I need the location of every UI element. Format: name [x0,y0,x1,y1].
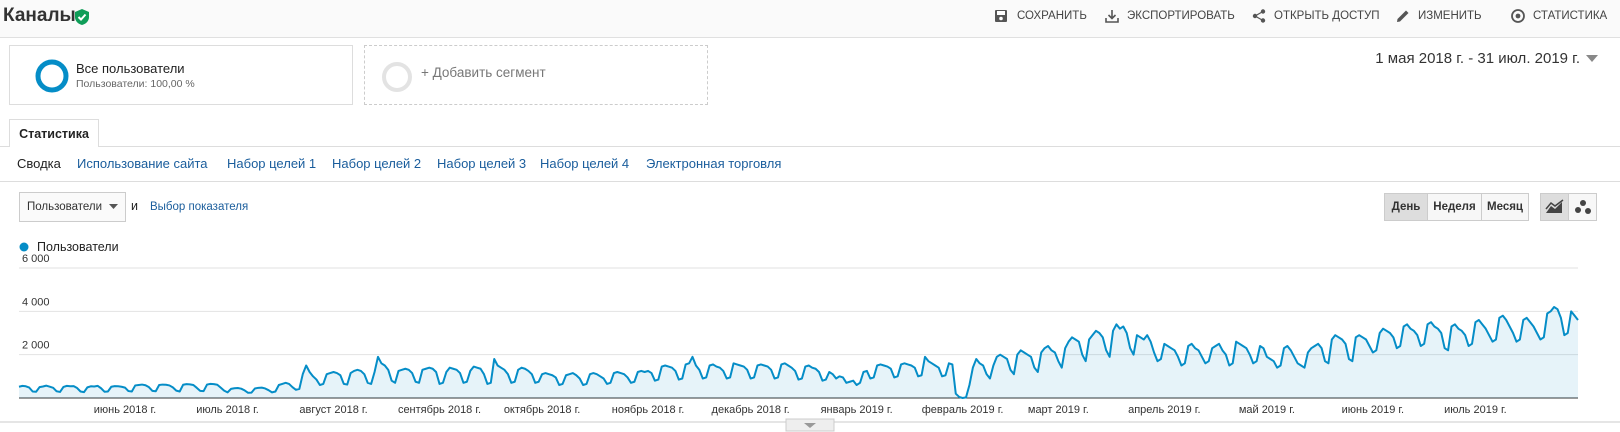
edit-action[interactable]: ИЗМЕНИТЬ [1418,10,1482,22]
subnav-item[interactable]: Набор целей 2 [332,156,422,171]
metric-dropdown[interactable] [19,192,126,222]
tab-divider [0,146,1620,147]
x-tick-label: июль 2018 г. [196,404,259,416]
legend-marker [19,242,29,252]
metric-label[interactable]: Пользователи [27,201,103,213]
x-tick-label: апрель 2019 г. [1128,404,1200,416]
metric-arrow[interactable] [109,204,118,210]
line [18,306,1579,399]
x-tick-label: ноябрь 2018 г. [612,404,685,416]
verified-badge [75,9,89,25]
add-segment-ring [382,62,412,92]
subnav-item[interactable]: Электронная торговля [646,156,782,171]
export-action[interactable]: ЭКСПОРТИРОВАТЬ [1127,10,1235,22]
share-action[interactable]: ОТКРЫТЬ ДОСТУП [1274,10,1380,22]
segment-title: Все пользователи [76,61,185,76]
motion-chart-toggle[interactable] [1568,193,1597,221]
subnav-item[interactable]: Набор целей 4 [540,156,630,171]
conjunction: и [131,199,138,213]
x-tick-label: июль 2019 г. [1444,404,1507,416]
x-tick-label: октябрь 2018 г. [504,404,581,416]
export-icon[interactable] [1104,8,1120,24]
chart-resize-arrow[interactable] [804,423,816,428]
add-segment-card[interactable] [364,45,708,105]
period-button[interactable]: Неделя [1427,193,1482,221]
motion-chart-icon[interactable] [1573,199,1593,215]
x-tick-label: февраль 2019 г. [922,404,1004,416]
segment-subtitle: Пользователи: 100,00 % [76,78,195,90]
insights-action[interactable]: СТАТИСТИКА [1533,10,1608,22]
y-tick-label: 4 000 [22,296,50,308]
x-tick-label: май 2019 г. [1239,404,1295,416]
line-chart-toggle[interactable] [1540,193,1569,221]
line-chart-icon[interactable] [1545,199,1565,215]
area [19,307,1578,398]
metric-picker[interactable]: Выбор показателя [150,201,249,213]
top-bar [0,0,1620,38]
subnav-item[interactable]: Набор целей 3 [437,156,527,171]
date-range[interactable]: 1 мая 2018 г. - 31 июл. 2019 г. [1375,50,1580,67]
x-tick-label: август 2018 г. [299,404,367,416]
y-tick-label: 2 000 [22,340,50,352]
date-dropdown-arrow[interactable] [1586,55,1598,63]
period-button[interactable]: День [1384,193,1428,221]
insights-icon[interactable] [1510,8,1526,24]
subnav-item[interactable]: Набор целей 1 [227,156,317,171]
segment-ring [35,59,69,93]
subnav-divider [0,181,1620,182]
y-tick-label: 6 000 [22,253,50,265]
x-tick-label: сентябрь 2018 г. [398,404,481,416]
x-tick-label: июнь 2019 г. [1342,404,1405,416]
report-title: Каналы [3,5,76,26]
save-icon[interactable] [993,8,1009,24]
legend-label: Пользователи [37,240,119,254]
save-action[interactable]: СОХРАНИТЬ [1017,10,1087,22]
x-tick-label: январь 2019 г. [821,404,893,416]
x-tick-label: март 2019 г. [1028,404,1089,416]
tab[interactable]: Статистика [9,119,99,147]
period-button[interactable]: Месяц [1481,193,1529,221]
share-icon[interactable] [1251,8,1267,24]
x-tick-label: декабрь 2018 г. [712,404,790,416]
subnav-item[interactable]: Сводка [17,156,61,171]
subnav-item[interactable]: Использование сайта [77,156,208,171]
edit-icon[interactable] [1395,8,1411,24]
x-tick-label: июнь 2018 г. [94,404,157,416]
add-segment-label[interactable]: + Добавить сегмент [421,65,546,80]
